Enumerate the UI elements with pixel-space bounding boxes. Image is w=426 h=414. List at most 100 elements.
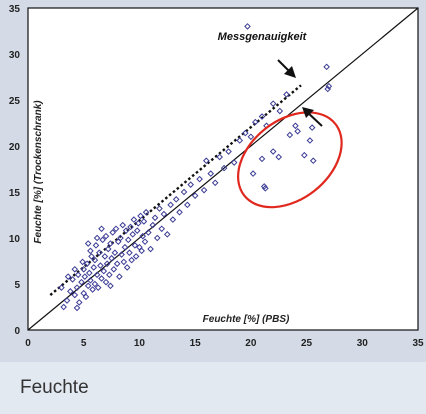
data-point — [109, 229, 116, 236]
data-point — [94, 284, 102, 291]
y-tick-label: 5 — [14, 280, 20, 291]
y-tick-label: 15 — [9, 188, 21, 199]
data-point — [64, 273, 72, 280]
data-point — [118, 251, 125, 258]
data-point — [106, 271, 113, 279]
data-point — [142, 208, 150, 216]
data-point — [136, 243, 143, 251]
data-point — [132, 253, 140, 260]
data-point — [107, 240, 114, 247]
data-point — [128, 256, 135, 264]
data-point — [96, 249, 103, 257]
data-point — [87, 277, 94, 284]
data-point — [122, 227, 130, 234]
data-point — [99, 236, 106, 244]
data-point — [100, 267, 108, 275]
data-point — [216, 153, 223, 161]
data-point — [74, 271, 82, 279]
data-points — [58, 23, 333, 312]
data-point — [207, 170, 215, 177]
data-point — [258, 155, 266, 163]
x-tick-label: 5 — [81, 338, 87, 349]
data-point — [138, 247, 145, 255]
y-tick-label: 30 — [9, 50, 21, 61]
data-point — [249, 170, 257, 177]
data-point — [130, 216, 138, 223]
data-point — [247, 133, 255, 141]
data-point — [196, 175, 203, 183]
data-point — [103, 260, 111, 268]
y-tick-label: 20 — [9, 142, 21, 153]
data-point — [112, 225, 120, 233]
data-point — [67, 288, 74, 295]
data-point — [163, 231, 171, 238]
data-point — [116, 273, 123, 280]
data-point — [241, 129, 249, 137]
y-tick-label: 35 — [9, 4, 21, 15]
data-point — [89, 286, 96, 293]
data-point — [63, 297, 71, 304]
data-point — [73, 284, 81, 291]
highlight-ellipse — [237, 111, 343, 209]
data-point — [200, 186, 208, 194]
data-point — [276, 107, 284, 115]
data-point — [149, 221, 157, 229]
x-axis-label: Feuchte [%] (PBS) — [203, 314, 290, 325]
data-point — [110, 265, 118, 273]
data-point — [252, 118, 259, 126]
figure-caption: Feuchte — [0, 362, 426, 414]
data-point — [114, 238, 122, 245]
data-point — [84, 240, 92, 247]
data-point — [151, 214, 159, 222]
data-point — [309, 157, 317, 165]
x-tick-label: 35 — [412, 338, 424, 349]
data-point — [102, 278, 110, 286]
data-point — [191, 192, 199, 199]
data-point — [92, 242, 100, 249]
tolerance-line-group — [49, 84, 302, 296]
data-point — [244, 23, 251, 30]
data-point — [78, 278, 85, 286]
arrow-2-head — [302, 107, 314, 118]
data-point — [135, 219, 142, 227]
data-point — [176, 208, 183, 216]
x-tick-label: 25 — [301, 338, 313, 349]
data-point — [230, 159, 238, 166]
data-point — [137, 212, 144, 220]
x-tick-label: 20 — [245, 338, 257, 349]
data-point — [167, 201, 174, 209]
data-point — [127, 223, 134, 231]
data-point — [145, 229, 152, 236]
data-point — [283, 91, 290, 98]
data-point — [153, 234, 161, 242]
x-tick-label: 30 — [357, 338, 369, 349]
y-axis-label: Feuchte [%] (Trockenschrank) — [33, 100, 44, 244]
x-tick-label: 0 — [25, 338, 31, 349]
data-point — [80, 289, 88, 297]
data-point — [129, 231, 137, 238]
arrow-1-head — [284, 66, 296, 78]
data-point — [73, 304, 81, 312]
data-point — [262, 185, 269, 192]
data-point — [124, 236, 132, 244]
data-point — [71, 265, 79, 273]
data-point — [211, 179, 219, 187]
highlight-ellipse-group — [237, 111, 343, 209]
data-point — [123, 264, 131, 271]
data-point — [83, 260, 91, 268]
data-point — [126, 249, 133, 257]
x-tick-label: 15 — [190, 338, 202, 349]
data-point — [169, 216, 177, 223]
data-point — [294, 127, 301, 135]
data-point — [180, 188, 188, 196]
data-point — [141, 238, 149, 245]
data-point — [184, 201, 191, 209]
data-point — [102, 232, 110, 240]
data-point — [82, 293, 90, 301]
data-point — [117, 234, 124, 242]
data-point — [160, 210, 168, 218]
data-point — [325, 82, 333, 90]
data-point — [93, 234, 101, 242]
data-point — [104, 245, 112, 253]
data-point — [119, 221, 127, 229]
